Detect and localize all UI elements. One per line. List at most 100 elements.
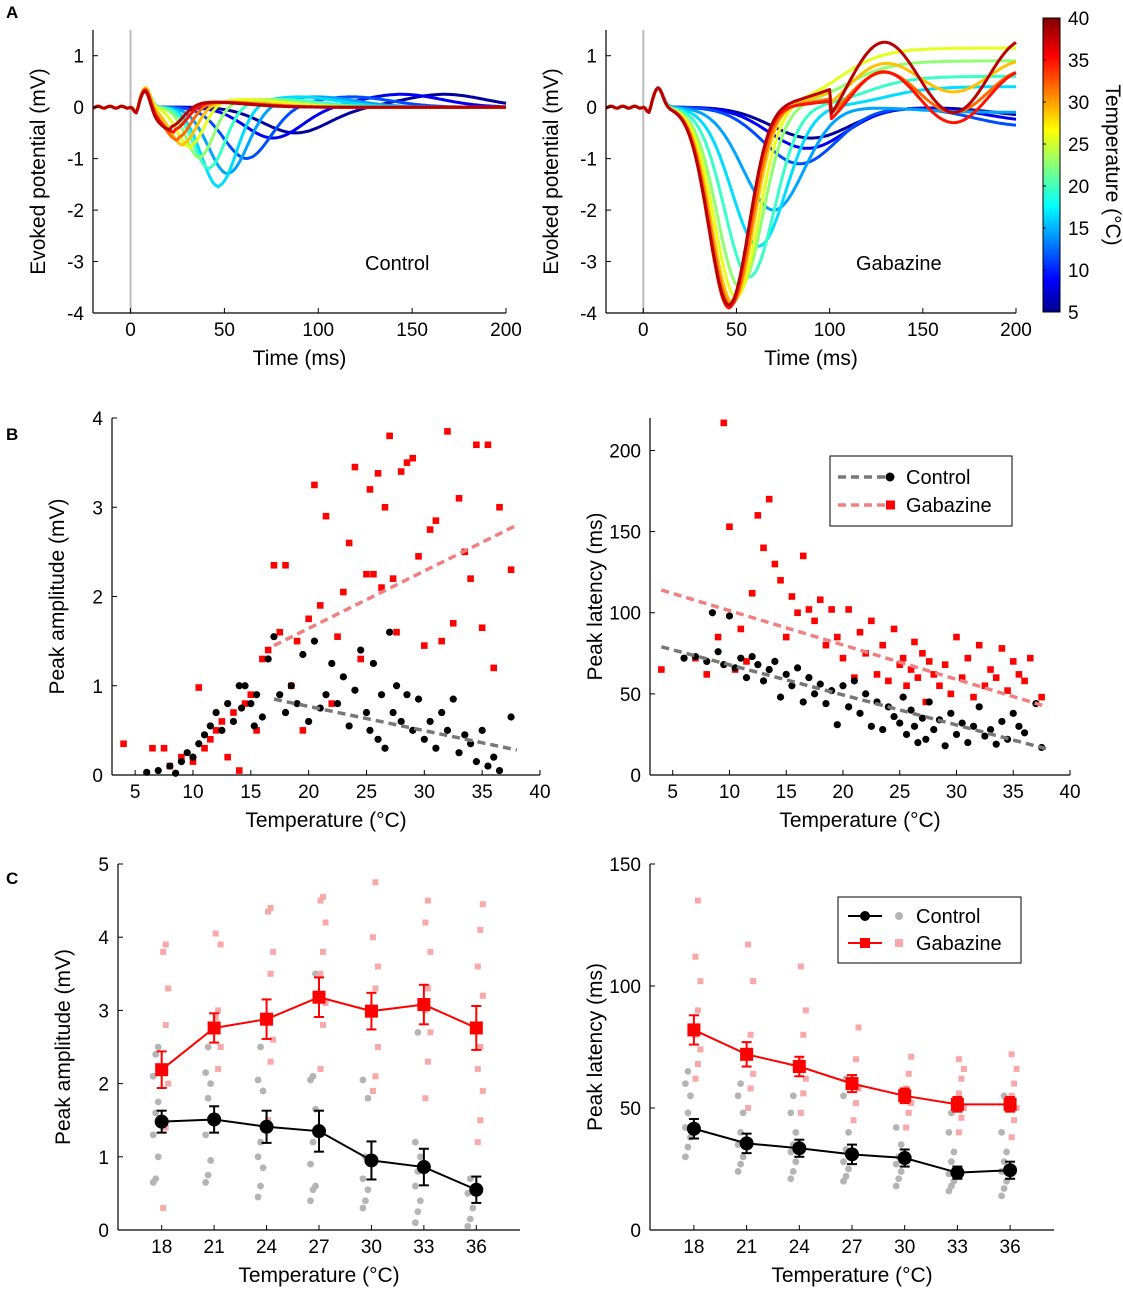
scatter-point-gabazine — [765, 495, 773, 503]
chart-b-amplitude: 5 10 15 20 25 30 35 40 0 1 2 3 4 Temperature (°C) Peak… — [46, 409, 551, 832]
y-tick-label: 0 — [630, 1221, 641, 1242]
y-axis-label: Evoked potential (mV) — [540, 68, 563, 275]
x-tick-label: 30 — [361, 1237, 382, 1258]
scatter-point-control — [172, 769, 180, 777]
raw-point-control — [362, 1197, 369, 1205]
raw-point-gabazine — [270, 1036, 277, 1043]
scatter-point-gabazine — [777, 576, 784, 584]
scatter-point-control — [229, 717, 238, 726]
raw-point-control — [307, 1197, 314, 1205]
y-axis-label: Peak latency (ms) — [584, 512, 607, 680]
scatter-point-control — [507, 713, 515, 721]
raw-point-control — [998, 1192, 1005, 1200]
scatter-point-gabazine — [201, 744, 208, 752]
scatter-point-control — [397, 717, 405, 726]
legend-marker — [886, 500, 895, 510]
scatter-point-control — [1015, 722, 1023, 730]
raw-point-gabazine — [320, 948, 326, 955]
raw-point-control — [842, 1172, 850, 1180]
mean-point-gabazine — [364, 1004, 378, 1018]
scatter-point-control — [890, 712, 898, 721]
raw-point-control — [154, 1153, 162, 1161]
x-tick-label: 27 — [308, 1237, 329, 1258]
raw-point-control — [687, 1092, 694, 1100]
scatter-point-control — [856, 709, 864, 717]
scatter-point-control — [247, 700, 255, 708]
raw-point-gabazine — [165, 985, 172, 992]
raw-point-control — [892, 1124, 900, 1131]
y-tick-label: 0 — [73, 98, 84, 119]
scatter-point-gabazine — [1026, 654, 1034, 662]
raw-point-control — [892, 1160, 900, 1168]
scatter-point-control — [224, 700, 232, 708]
scatter-point-gabazine — [947, 690, 955, 698]
scatter-point-control — [986, 725, 995, 734]
scatter-point-gabazine — [896, 661, 904, 668]
raw-point-gabazine — [217, 941, 224, 948]
panel-label-b: B — [6, 425, 18, 444]
scatter-point-control — [680, 654, 688, 662]
y-tick-label: 50 — [620, 1099, 641, 1120]
scatter-point-control — [455, 749, 463, 757]
scatter-point-control — [805, 674, 813, 682]
scatter-point-gabazine — [507, 566, 515, 574]
scatter-point-control — [345, 722, 353, 730]
raw-point-gabazine — [800, 1090, 807, 1097]
scatter-point-control — [258, 713, 266, 721]
trace-line — [605, 40, 1017, 307]
raw-point-control — [734, 1168, 742, 1175]
scatter-point-control — [975, 703, 983, 711]
scatter-point-control — [845, 703, 853, 711]
y-tick-label: 100 — [609, 604, 641, 625]
scatter-point-gabazine — [1009, 658, 1017, 665]
scatter-point-gabazine — [386, 432, 393, 440]
scatter-point-gabazine — [455, 495, 463, 502]
scatter-point-gabazine — [218, 718, 226, 725]
raw-point-gabazine — [215, 1007, 222, 1014]
y-tick-label: -2 — [67, 201, 84, 222]
scatter-point-control — [472, 758, 480, 766]
raw-point-control — [359, 1175, 367, 1183]
fit-line-control — [273, 697, 518, 752]
raw-point-gabazine — [317, 897, 324, 904]
raw-point-gabazine — [750, 1070, 757, 1077]
raw-point-gabazine — [217, 1044, 224, 1050]
scatter-point-gabazine — [998, 645, 1006, 652]
scatter-point-gabazine — [822, 641, 830, 649]
raw-point-control — [1003, 1148, 1010, 1156]
raw-point-control — [414, 1028, 422, 1036]
scatter-point-gabazine — [259, 655, 266, 663]
mean-point-gabazine — [845, 1077, 859, 1091]
scatter-point-control — [793, 664, 802, 672]
scatter-point-control — [922, 735, 930, 743]
scatter-point-control — [925, 698, 933, 706]
x-tick-label: 27 — [841, 1237, 862, 1258]
scatter-point-control — [759, 677, 768, 685]
scatter-point-gabazine — [839, 654, 847, 662]
scatter-point-gabazine — [658, 666, 665, 673]
raw-point-control — [359, 1076, 367, 1084]
x-tick-label: 30 — [946, 782, 967, 803]
x-tick-label: 10 — [182, 782, 203, 803]
mean-point-control — [259, 1119, 274, 1134]
raw-point-gabazine — [369, 934, 376, 941]
scatter-point-gabazine — [925, 658, 933, 665]
scatter-point-control — [310, 637, 319, 645]
raw-point-gabazine — [212, 1014, 219, 1021]
scatter-point-gabazine — [334, 633, 341, 640]
raw-point-control — [364, 1094, 372, 1102]
y-tick-label: 3 — [98, 1001, 109, 1022]
y-tick-label: 1 — [92, 677, 103, 698]
x-tick-label: 24 — [256, 1237, 278, 1258]
y-tick-label: -4 — [580, 304, 597, 325]
raw-point-gabazine — [745, 1105, 752, 1111]
scatter-point-gabazine — [212, 727, 220, 734]
raw-point-gabazine — [479, 901, 486, 908]
raw-point-gabazine — [374, 963, 381, 970]
raw-point-control — [1000, 1185, 1008, 1192]
scatter-point-gabazine — [794, 609, 801, 617]
scatter-point-control — [241, 682, 249, 690]
raw-point-gabazine — [692, 953, 699, 960]
raw-point-gabazine — [160, 1205, 167, 1212]
